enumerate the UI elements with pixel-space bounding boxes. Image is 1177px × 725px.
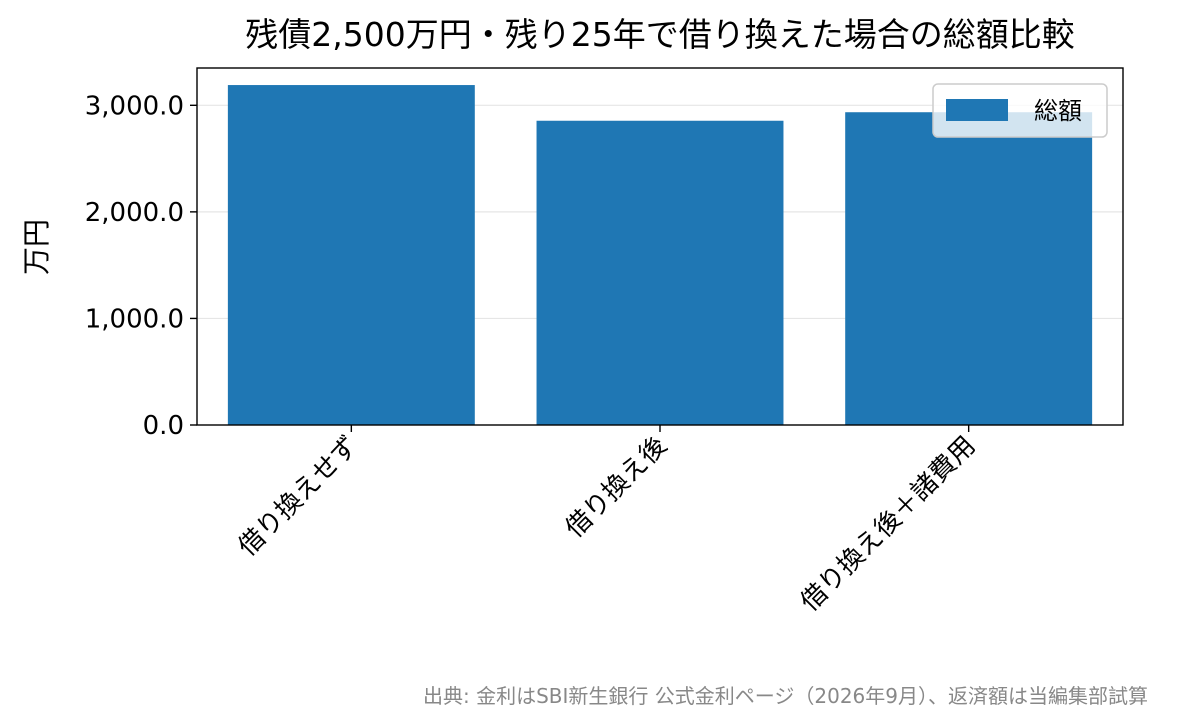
y-axis-label: 万円 bbox=[20, 219, 53, 275]
bar bbox=[227, 85, 475, 425]
y-tick-label: 0.0 bbox=[143, 411, 184, 441]
x-tick-label: 借り換え後 bbox=[560, 431, 673, 544]
y-tick-label: 1,000.0 bbox=[85, 304, 184, 334]
source-note: 出典: 金利はSBI新生銀行 公式金利ページ（2026年9月）、返済額は当編集部… bbox=[423, 684, 1148, 708]
y-tick-label: 3,000.0 bbox=[85, 91, 184, 121]
legend-box bbox=[932, 83, 1108, 138]
x-tick-label: 借り換え後＋諸費用 bbox=[795, 431, 982, 618]
y-axis: 0.0 1,000.0 2,000.0 3,000.0 bbox=[85, 91, 197, 441]
x-axis: 借り換えせず 借り換え後 借り換え後＋諸費用 bbox=[233, 425, 982, 617]
legend-entry: 総額 bbox=[1034, 97, 1082, 125]
y-tick-label: 2,000.0 bbox=[85, 198, 184, 228]
bar bbox=[536, 120, 784, 426]
x-tick-label: 借り換えせず bbox=[233, 431, 365, 563]
bar bbox=[845, 112, 1093, 425]
legend-swatch bbox=[946, 99, 1008, 121]
bars bbox=[227, 85, 1093, 426]
legend: 総額 bbox=[932, 83, 1108, 138]
chart-title: 残債2,500万円・残り25年で借り換えた場合の総額比較 bbox=[245, 15, 1074, 54]
